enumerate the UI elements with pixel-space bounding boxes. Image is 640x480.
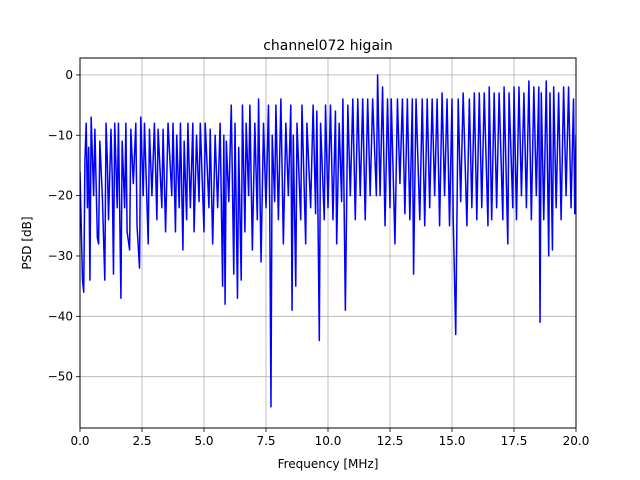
chart-title: channel072 higain [263, 38, 393, 54]
y-axis-ticks: 0 −10 −20 −30 −40 −50 [48, 68, 80, 384]
grid [79, 58, 577, 428]
x-axis-ticks: 0.0 2.5 5.0 7.5 10.0 12.5 15.0 17.5 20.0 [70, 428, 589, 448]
y-tick-label: 0 [65, 68, 73, 82]
y-tick-label: −10 [48, 128, 73, 142]
psd-series-line [80, 74, 576, 408]
y-tick-label: −40 [48, 309, 73, 323]
x-tick-label: 2.5 [132, 434, 151, 448]
x-tick-label: 5.0 [194, 434, 213, 448]
y-axis-label: PSD [dB] [20, 216, 34, 269]
x-tick-label: 17.5 [501, 434, 528, 448]
y-tick-label: −30 [48, 249, 73, 263]
x-tick-label: 12.5 [377, 434, 404, 448]
y-tick-label: −20 [48, 189, 73, 203]
x-tick-label: 20.0 [563, 434, 590, 448]
y-tick-label: −50 [48, 370, 73, 384]
x-tick-label: 15.0 [439, 434, 466, 448]
x-tick-label: 0.0 [70, 434, 89, 448]
series-layer [80, 74, 576, 408]
x-tick-label: 7.5 [256, 434, 275, 448]
x-tick-label: 10.0 [315, 434, 342, 448]
x-axis-label: Frequency [MHz] [278, 457, 379, 471]
